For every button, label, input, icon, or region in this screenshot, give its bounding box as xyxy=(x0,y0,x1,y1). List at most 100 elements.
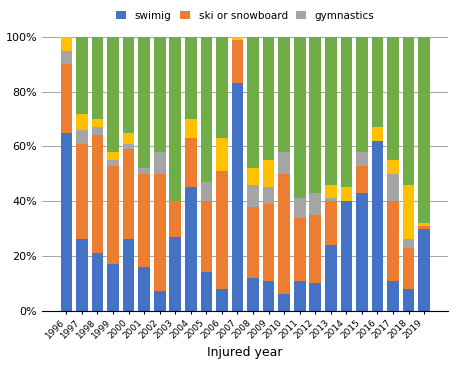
Bar xyxy=(154,292,166,311)
Bar xyxy=(201,37,212,182)
Bar xyxy=(387,174,399,201)
Bar xyxy=(294,218,306,281)
Bar xyxy=(263,188,274,204)
Bar xyxy=(201,201,212,272)
Bar xyxy=(92,37,104,119)
Bar xyxy=(92,119,104,127)
Bar xyxy=(169,237,181,311)
Bar xyxy=(92,135,104,253)
Bar xyxy=(340,37,352,188)
Bar xyxy=(325,185,336,199)
Bar xyxy=(325,201,336,245)
Bar xyxy=(76,37,88,114)
Bar xyxy=(325,199,336,201)
Bar xyxy=(310,193,321,215)
Bar xyxy=(76,130,88,144)
Bar xyxy=(263,204,274,281)
Bar xyxy=(138,267,150,311)
Bar xyxy=(216,138,228,171)
Bar xyxy=(92,127,104,135)
Bar xyxy=(418,228,430,311)
Bar xyxy=(76,114,88,130)
Bar xyxy=(60,37,72,51)
Bar xyxy=(356,166,368,193)
Bar xyxy=(278,294,290,311)
Bar xyxy=(60,133,72,311)
Bar xyxy=(340,201,352,311)
Bar xyxy=(201,272,212,311)
Bar xyxy=(372,37,383,127)
Bar xyxy=(169,201,181,237)
X-axis label: Injured year: Injured year xyxy=(207,346,283,360)
Bar xyxy=(372,127,383,141)
Bar xyxy=(403,37,415,185)
Bar xyxy=(123,133,134,144)
Bar xyxy=(185,37,197,119)
Bar xyxy=(123,149,134,239)
Bar xyxy=(60,64,72,133)
Bar xyxy=(123,37,134,133)
Bar xyxy=(247,207,259,278)
Bar xyxy=(60,51,72,64)
Bar xyxy=(154,174,166,292)
Bar xyxy=(169,37,181,201)
Bar xyxy=(76,144,88,239)
Bar xyxy=(123,239,134,311)
Bar xyxy=(247,278,259,311)
Bar xyxy=(107,166,119,264)
Bar xyxy=(403,239,415,248)
Bar xyxy=(216,289,228,311)
Bar xyxy=(263,281,274,311)
Bar xyxy=(232,7,243,37)
Bar xyxy=(92,253,104,311)
Bar xyxy=(154,37,166,152)
Bar xyxy=(247,37,259,168)
Bar xyxy=(340,188,352,201)
Bar xyxy=(216,171,228,289)
Bar xyxy=(403,185,415,239)
Bar xyxy=(154,152,166,174)
Bar xyxy=(185,138,197,188)
Legend: swimig, ski or snowboard, gymnastics: swimig, ski or snowboard, gymnastics xyxy=(112,7,379,25)
Bar xyxy=(232,7,243,40)
Bar xyxy=(403,248,415,289)
Bar xyxy=(138,37,150,168)
Bar xyxy=(201,182,212,201)
Bar xyxy=(294,281,306,311)
Bar xyxy=(356,152,368,166)
Bar xyxy=(403,289,415,311)
Bar xyxy=(123,144,134,149)
Bar xyxy=(278,174,290,294)
Bar xyxy=(216,37,228,138)
Bar xyxy=(107,37,119,152)
Bar xyxy=(247,168,259,185)
Bar xyxy=(263,160,274,188)
Bar xyxy=(310,37,321,193)
Bar xyxy=(278,37,290,152)
Bar xyxy=(138,168,150,174)
Bar xyxy=(107,152,119,160)
Bar xyxy=(387,37,399,160)
Bar xyxy=(325,37,336,185)
Bar xyxy=(185,119,197,138)
Bar xyxy=(247,185,259,207)
Bar xyxy=(278,152,290,174)
Bar xyxy=(387,160,399,174)
Bar xyxy=(387,281,399,311)
Bar xyxy=(310,215,321,283)
Bar xyxy=(372,141,383,311)
Bar xyxy=(418,226,430,228)
Bar xyxy=(294,199,306,218)
Bar xyxy=(232,40,243,84)
Bar xyxy=(356,193,368,311)
Bar xyxy=(325,245,336,311)
Bar xyxy=(356,37,368,152)
Bar xyxy=(185,188,197,311)
Bar xyxy=(387,201,399,281)
Bar xyxy=(263,37,274,160)
Bar xyxy=(418,37,430,223)
Bar xyxy=(76,239,88,311)
Bar xyxy=(107,264,119,311)
Bar xyxy=(294,37,306,199)
Bar xyxy=(232,84,243,311)
